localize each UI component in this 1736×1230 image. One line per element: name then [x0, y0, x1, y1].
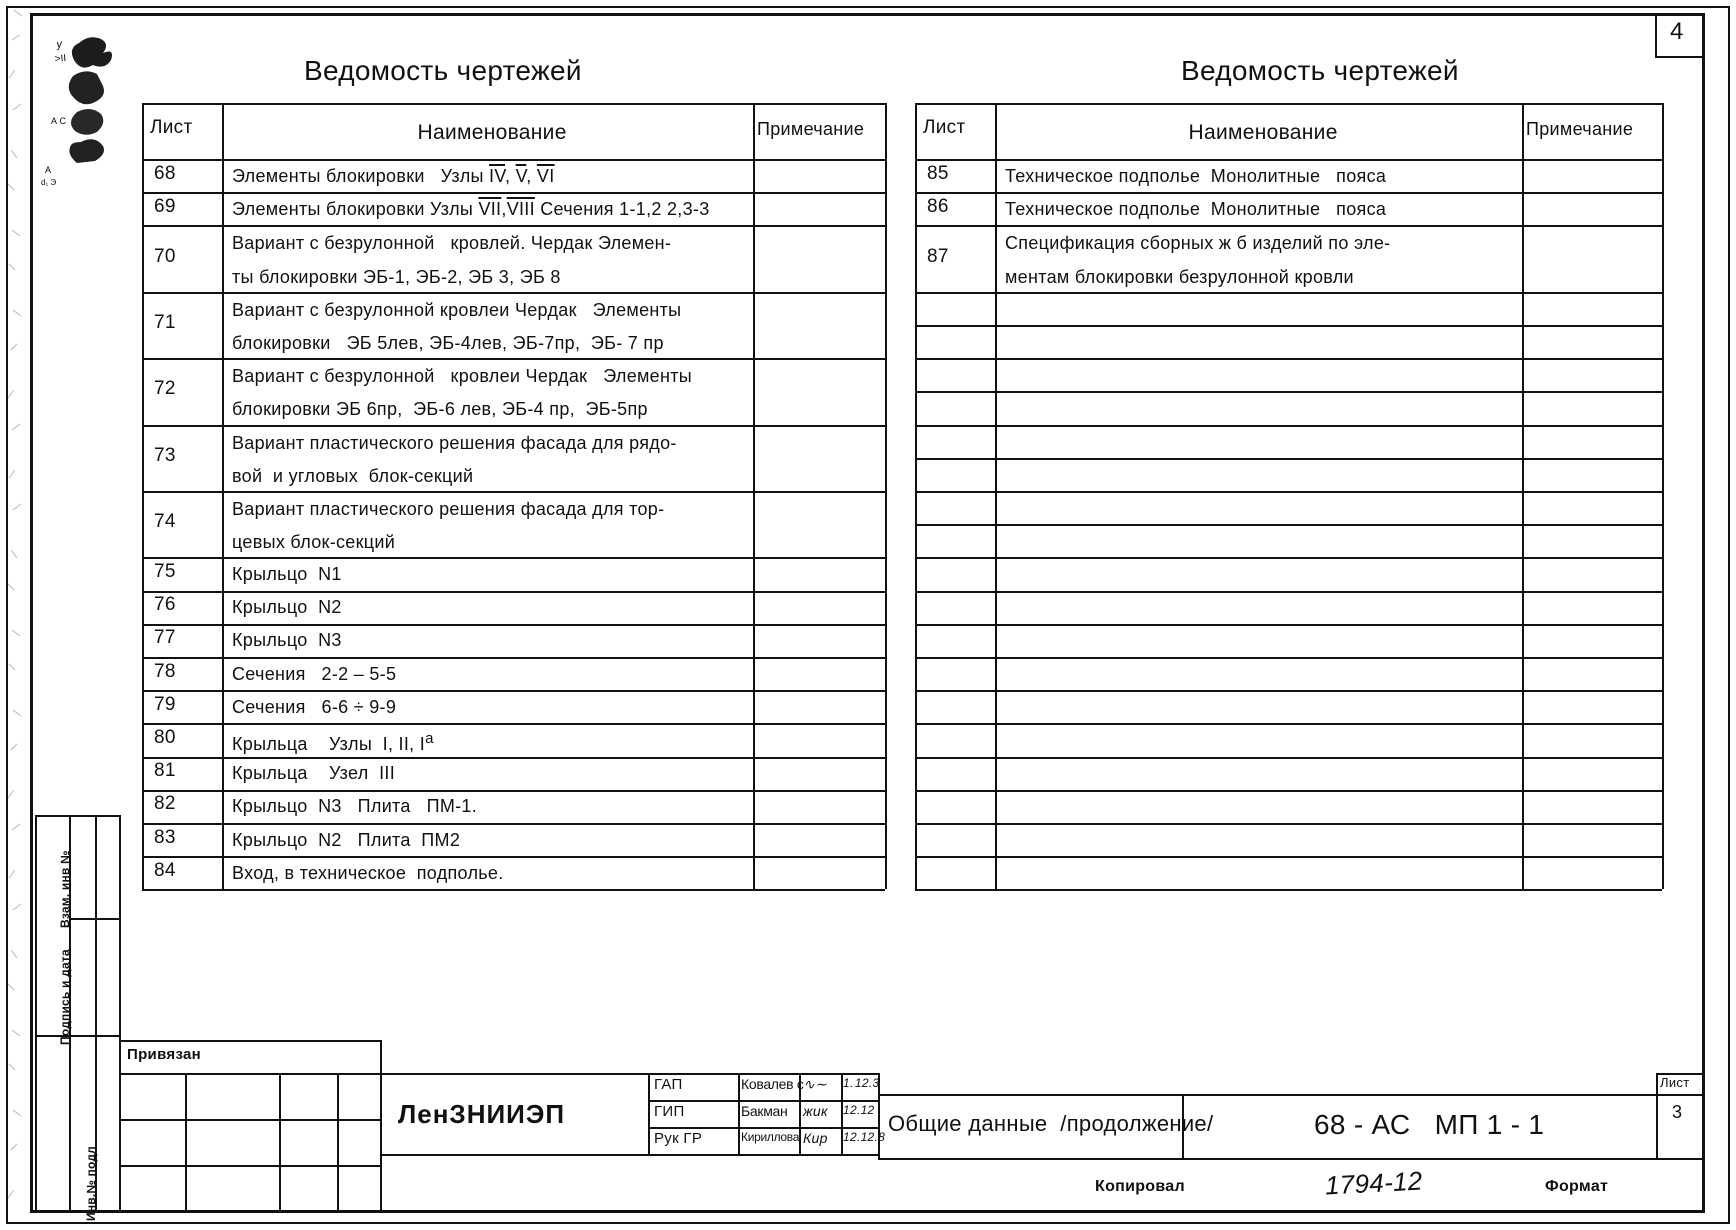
svg-text:А С: А С	[51, 116, 67, 126]
svg-text:А: А	[45, 165, 51, 175]
svg-text:у: у	[55, 38, 65, 51]
svg-text:d₁ Э: d₁ Э	[41, 178, 56, 187]
svg-text:>II: >II	[54, 53, 66, 65]
